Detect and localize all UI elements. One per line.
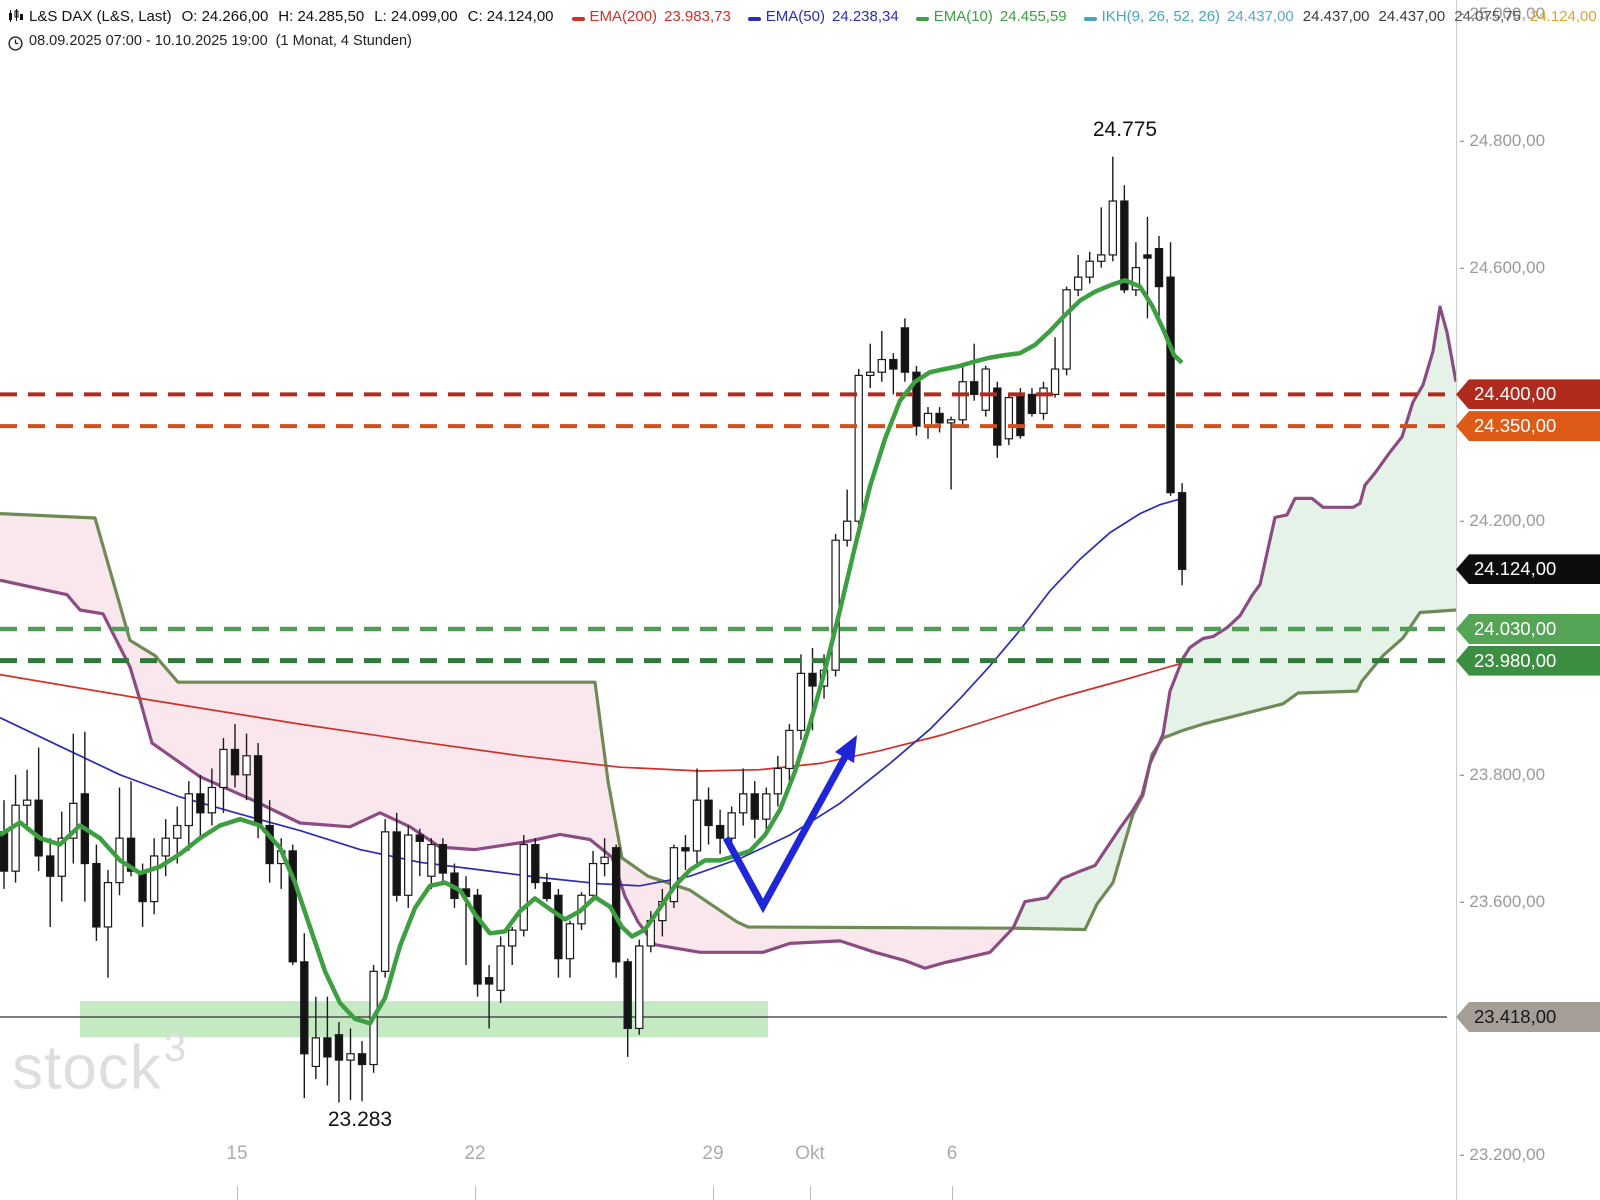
price-level-badge[interactable]: 24.350,00 <box>1456 411 1600 442</box>
indicator-value: 23.983,73 <box>664 7 731 25</box>
price-axis-tick: 23.800,00 <box>1459 765 1545 785</box>
chart-legend: L&S DAX (L&S, Last) O: 24.266,00 H: 24.28… <box>8 5 1600 52</box>
stock3-watermark: stock3 <box>12 1026 187 1103</box>
ema200-line <box>0 662 1183 772</box>
time-axis-label: Okt <box>795 1143 825 1164</box>
indicator-value: 24.437,00 <box>1378 7 1446 25</box>
time-axis-label: 29 <box>702 1143 724 1164</box>
price-axis-tick: 23.600,00 <box>1459 892 1545 912</box>
ichimoku-senkou-b-line <box>0 512 1457 932</box>
candlestick-chart-icon <box>9 9 23 22</box>
ohlc-values: O: 24.266,00 H: 24.285,50 L: 24.099,00 C: 2… <box>182 8 564 25</box>
indicator-color-dash-icon <box>747 16 761 21</box>
price-axis-tick: 25.000,00 <box>1459 4 1545 24</box>
indicator-label[interactable]: EMA(200) <box>589 7 658 25</box>
indicator-value: 24.455,59 <box>999 7 1067 25</box>
indicator-label[interactable]: EMA(50) <box>765 7 825 25</box>
indicator-value: 24.238,34 <box>831 7 899 25</box>
time-axis-tickmark <box>475 1186 476 1200</box>
price-level-badge[interactable]: 24.124,00 <box>1456 554 1600 585</box>
ohlc-value: L: 24.099,00 <box>374 7 458 25</box>
indicator-color-dash-icon <box>571 16 585 21</box>
time-axis-tickmark <box>713 1186 714 1200</box>
ohlc-value: C: 24.124,00 <box>467 7 554 25</box>
price-axis-tick: 24.600,00 <box>1459 258 1545 278</box>
time-range: 08.09.2025 07:00 - 10.10.2025 19:00 <box>29 33 268 49</box>
support-zone-rectangle[interactable] <box>80 1001 768 1038</box>
indicator-label[interactable]: IKH(9, 26, 52, 26) <box>1101 7 1221 25</box>
indicator-value: 24.437,00 <box>1302 7 1370 25</box>
indicator-value: 24.075,75 <box>1454 7 1521 25</box>
indicator-value: 24.437,00 <box>1227 7 1294 25</box>
ema10-line <box>0 278 1184 1026</box>
price-axis-tick: 24.200,00 <box>1459 511 1545 531</box>
swing-high-label: 24.775 <box>1092 118 1158 141</box>
price-level-badge[interactable]: 24.400,00 <box>1456 379 1600 410</box>
price-axis-tick: 24.800,00 <box>1459 131 1545 151</box>
time-axis-tickmark <box>810 1186 811 1200</box>
ichimoku-cloud <box>0 305 1458 970</box>
swing-low-label: 23.283 <box>327 1108 393 1131</box>
price-axis-tick: 23.200,00 <box>1459 1145 1545 1165</box>
price-axis-line <box>1456 0 1457 1200</box>
price-level-badge[interactable]: 23.980,00 <box>1456 645 1600 676</box>
symbol-title: L&S DAX (L&S, Last) <box>29 7 172 25</box>
indicator-value: 24.124,00 <box>1529 7 1597 25</box>
clock-icon <box>8 35 23 51</box>
time-axis-tickmark <box>952 1186 953 1200</box>
time-axis-label: 15 <box>226 1143 248 1164</box>
time-axis-tickmark <box>237 1186 238 1200</box>
time-axis-label: 22 <box>464 1143 486 1164</box>
ichimoku-senkou-a-line <box>0 305 1458 970</box>
ohlc-value: H: 24.285,50 <box>278 7 365 25</box>
indicator-color-dash-icon <box>1083 16 1097 21</box>
ohlc-value: O: 24.266,00 <box>181 7 269 25</box>
indicator-legend: EMA(200) 23.983,73 EMA(50) 24.238,34 EMA(10)… <box>564 8 1600 25</box>
price-level-badge[interactable]: 23.418,00 <box>1456 1001 1600 1032</box>
time-axis-label: 6 <box>946 1143 958 1164</box>
indicator-color-dash-icon <box>915 16 929 21</box>
price-level-badge[interactable]: 24.030,00 <box>1456 613 1600 644</box>
indicator-label[interactable]: EMA(10) <box>933 7 993 25</box>
interval-note: (1 Monat, 4 Stunden) <box>275 33 412 49</box>
trend-arrow-annotation[interactable] <box>722 735 857 914</box>
